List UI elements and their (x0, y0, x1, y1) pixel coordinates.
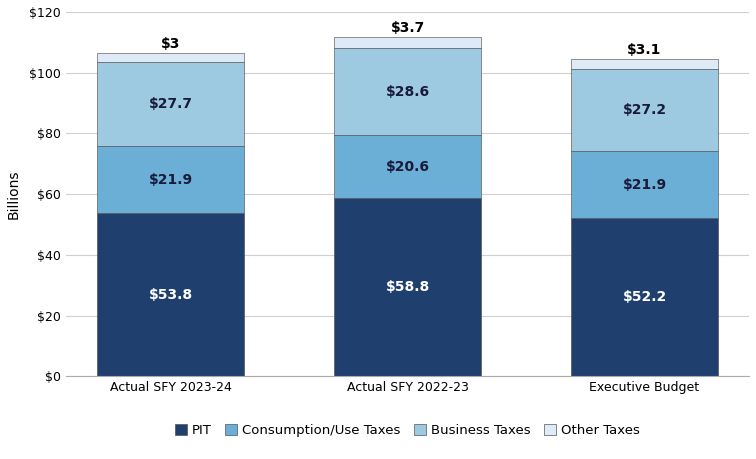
Text: $52.2: $52.2 (622, 290, 667, 304)
Bar (334, 37, 481, 48)
Text: $3.1: $3.1 (627, 43, 662, 57)
Bar (571, 69, 718, 151)
Bar (571, 59, 718, 69)
Bar (571, 218, 718, 376)
Bar (97, 213, 244, 376)
Bar (571, 151, 718, 218)
Bar (334, 48, 481, 135)
Text: $21.9: $21.9 (622, 178, 667, 191)
Text: $3.7: $3.7 (390, 21, 425, 35)
Bar (334, 135, 481, 198)
Text: $27.7: $27.7 (148, 97, 193, 112)
Text: $53.8: $53.8 (148, 288, 193, 302)
Bar (97, 146, 244, 213)
Y-axis label: Billions: Billions (7, 169, 21, 219)
Text: $3: $3 (161, 37, 180, 51)
Bar (334, 198, 481, 376)
Bar (97, 53, 244, 62)
Bar (97, 62, 244, 146)
Legend: PIT, Consumption/Use Taxes, Business Taxes, Other Taxes: PIT, Consumption/Use Taxes, Business Tax… (170, 419, 646, 442)
Text: $28.6: $28.6 (386, 85, 429, 99)
Text: $20.6: $20.6 (386, 160, 429, 174)
Text: $21.9: $21.9 (148, 173, 193, 187)
Text: $27.2: $27.2 (622, 103, 667, 117)
Text: $58.8: $58.8 (386, 280, 429, 294)
